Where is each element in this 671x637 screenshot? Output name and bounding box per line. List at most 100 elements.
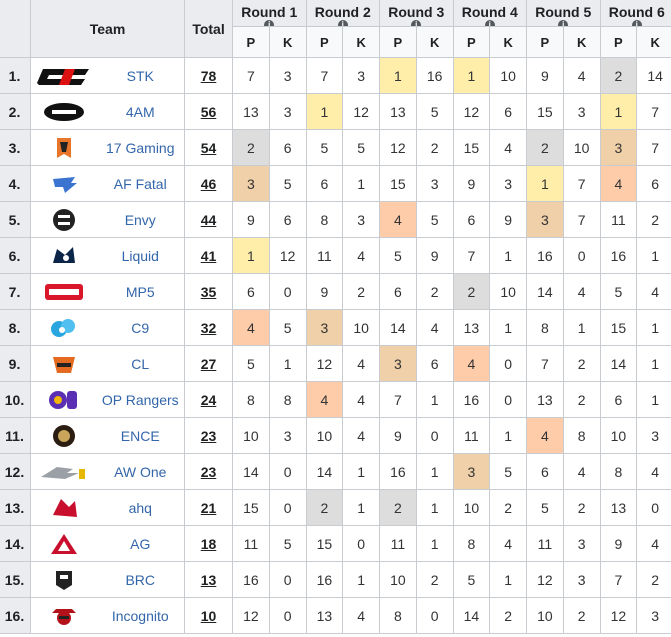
incognito-logo[interactable] — [35, 603, 93, 629]
total-points: 78 — [184, 57, 234, 94]
kills-header[interactable]: K — [636, 26, 671, 58]
stk-logo[interactable] — [35, 63, 93, 89]
kills-header[interactable]: K — [268, 26, 307, 58]
team-name-link[interactable]: ENCE — [96, 417, 186, 454]
team-logo-cell — [30, 237, 97, 274]
placement-cell: 4 — [526, 417, 564, 454]
total-points: 24 — [184, 381, 234, 418]
placement-cell: 9 — [599, 525, 638, 562]
placement-cell: 11 — [526, 525, 564, 562]
team-name-link[interactable]: BRC — [96, 561, 186, 598]
17gaming-logo[interactable] — [35, 135, 93, 161]
round-label: Round 6 — [608, 4, 665, 20]
kills-cell: 3 — [415, 165, 454, 202]
round-label: Round 3 — [388, 4, 445, 20]
team-name-link[interactable]: Liquid — [96, 237, 186, 274]
placement-cell: 13 — [599, 489, 638, 526]
placement-cell: 11 — [232, 525, 270, 562]
total-header[interactable]: Total — [184, 0, 234, 58]
team-name-link[interactable]: C9 — [96, 309, 186, 346]
placement-cell: 8 — [379, 597, 417, 634]
placement-header[interactable]: P — [599, 26, 638, 58]
info-icon[interactable]: i — [558, 20, 569, 26]
team-logo-cell — [30, 597, 97, 634]
placement-cell: 2 — [599, 57, 638, 94]
team-name-link[interactable]: AF Fatal — [96, 165, 186, 202]
kills-header[interactable]: K — [489, 26, 528, 58]
kills-header[interactable]: K — [342, 26, 381, 58]
placement-header[interactable]: P — [305, 26, 344, 58]
placement-cell: 16 — [452, 381, 491, 418]
kills-cell: 4 — [562, 453, 601, 490]
team-name-link[interactable]: ahq — [96, 489, 186, 526]
team-name-link[interactable]: AG — [96, 525, 186, 562]
kills-header[interactable]: K — [415, 26, 454, 58]
total-points: 27 — [184, 345, 234, 382]
kills-cell: 6 — [489, 93, 528, 130]
placement-cell: 5 — [526, 489, 564, 526]
affatal-logo[interactable] — [35, 171, 93, 197]
kills-cell: 1 — [636, 237, 671, 274]
kills-cell: 8 — [268, 381, 307, 418]
team-name-link[interactable]: OP Rangers — [96, 381, 186, 418]
placement-cell: 12 — [232, 597, 270, 634]
team-name-link[interactable]: Envy — [96, 201, 186, 238]
team-logo-cell — [30, 93, 97, 130]
total-points: 10 — [184, 597, 234, 634]
ahq-logo[interactable] — [35, 495, 93, 521]
info-icon[interactable]: i — [337, 20, 348, 26]
placement-cell: 12 — [599, 597, 638, 634]
rank-cell: 4. — [0, 165, 31, 202]
team-name-link[interactable]: MP5 — [96, 273, 186, 310]
info-icon[interactable]: i — [264, 20, 275, 26]
kills-cell: 10 — [489, 57, 528, 94]
info-icon[interactable]: i — [411, 20, 422, 26]
total-points: 21 — [184, 489, 234, 526]
mp5-logo[interactable] — [35, 279, 93, 305]
kills-header[interactable]: K — [562, 26, 601, 58]
kills-cell: 1 — [562, 309, 601, 346]
ag-logo[interactable] — [35, 531, 93, 557]
oprangers-logo[interactable] — [35, 387, 93, 413]
cl-logo[interactable] — [35, 351, 93, 377]
brc-logo[interactable] — [35, 567, 93, 593]
kills-cell: 2 — [636, 201, 671, 238]
c9-logo[interactable] — [35, 315, 93, 341]
kills-cell: 4 — [489, 129, 528, 166]
awone-logo[interactable] — [35, 459, 93, 485]
team-name-link[interactable]: Incognito — [96, 597, 186, 634]
rank-cell: 9. — [0, 345, 31, 382]
team-name-link[interactable]: AW One — [96, 453, 186, 490]
team-name-link[interactable]: CL — [96, 345, 186, 382]
liquid-logo[interactable] — [35, 243, 93, 269]
team-name-link[interactable]: 4AM — [96, 93, 186, 130]
placement-cell: 15 — [526, 93, 564, 130]
total-points: 23 — [184, 453, 234, 490]
kills-cell: 4 — [342, 417, 381, 454]
team-name-link[interactable]: STK — [96, 57, 186, 94]
kills-cell: 1 — [489, 417, 528, 454]
placement-header[interactable]: P — [452, 26, 491, 58]
team-logo-cell — [30, 345, 97, 382]
placement-cell: 8 — [305, 201, 344, 238]
team-name-link[interactable]: 17 Gaming — [96, 129, 186, 166]
team-header[interactable]: Team — [29, 0, 186, 58]
ence-logo[interactable] — [35, 423, 93, 449]
placement-cell: 2 — [452, 273, 491, 310]
kills-cell: 5 — [268, 525, 307, 562]
4am-logo[interactable] — [35, 99, 93, 125]
placement-header[interactable]: P — [526, 26, 564, 58]
placement-header[interactable]: P — [379, 26, 417, 58]
total-points: 54 — [184, 129, 234, 166]
envy-logo[interactable] — [35, 207, 93, 233]
team-logo-cell — [30, 129, 97, 166]
placement-cell: 13 — [452, 309, 491, 346]
placement-header[interactable]: P — [232, 26, 270, 58]
info-icon[interactable]: i — [484, 20, 495, 26]
kills-cell: 10 — [489, 273, 528, 310]
kills-cell: 4 — [636, 453, 671, 490]
info-icon[interactable]: i — [631, 20, 642, 26]
placement-cell: 11 — [599, 201, 638, 238]
